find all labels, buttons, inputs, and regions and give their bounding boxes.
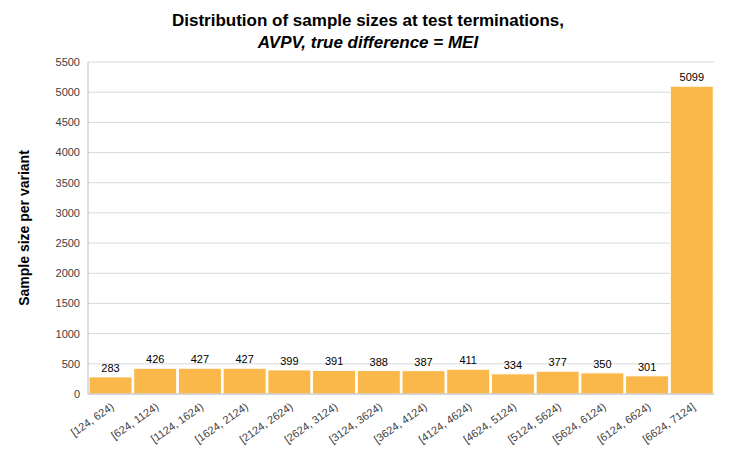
svg-text:0: 0 (74, 388, 80, 400)
svg-text:391: 391 (325, 355, 343, 367)
svg-text:[6624, 7124]: [6624, 7124] (640, 400, 697, 445)
svg-text:3000: 3000 (56, 207, 80, 219)
svg-text:[4624, 5124): [4624, 5124) (460, 400, 519, 446)
svg-text:4000: 4000 (56, 146, 80, 158)
svg-text:334: 334 (504, 359, 522, 371)
svg-text:283: 283 (101, 362, 119, 374)
svg-text:1500: 1500 (56, 297, 80, 309)
svg-text:5500: 5500 (56, 56, 80, 68)
svg-text:387: 387 (414, 356, 432, 368)
svg-text:4500: 4500 (56, 116, 80, 128)
html-text:AVPV, true difference = MEI: AVPV, true difference = MEI (257, 33, 479, 52)
svg-text:2500: 2500 (56, 237, 80, 249)
svg-text:[124, 624): [124, 624) (68, 400, 116, 439)
svg-text:[5624, 6124): [5624, 6124) (550, 400, 608, 446)
svg-text:[6124, 6624): [6124, 6624) (595, 400, 653, 446)
svg-text:411: 411 (459, 354, 477, 366)
svg-text:3500: 3500 (56, 177, 80, 189)
svg-text:301: 301 (638, 361, 656, 373)
svg-text:350: 350 (593, 358, 611, 370)
svg-text:427: 427 (191, 353, 209, 365)
svg-text:[2624, 3124): [2624, 3124) (282, 400, 340, 446)
html-text:Distribution of sample sizes a: Distribution of sample sizes at test ter… (172, 11, 564, 30)
svg-text:1000: 1000 (56, 328, 80, 340)
svg-text:399: 399 (280, 355, 298, 367)
svg-text:[624, 1124): [624, 1124) (108, 400, 161, 442)
svg-text:5000: 5000 (56, 86, 80, 98)
svg-text:388: 388 (370, 356, 388, 368)
svg-text:426: 426 (146, 353, 164, 365)
svg-text:377: 377 (548, 356, 566, 368)
svg-text:[1124, 1624): [1124, 1624) (148, 400, 206, 445)
svg-text:[5124, 5624): [5124, 5624) (505, 400, 564, 446)
svg-text:[4124, 4624): [4124, 4624) (416, 400, 474, 446)
svg-text:2000: 2000 (56, 267, 80, 279)
svg-text:[2124, 2624): [2124, 2624) (237, 400, 295, 446)
svg-text:Sample size per variant: Sample size per variant (16, 150, 32, 306)
svg-text:[3124, 3624): [3124, 3624) (326, 400, 385, 446)
svg-text:427: 427 (235, 353, 253, 365)
svg-text:[3624, 4124): [3624, 4124) (371, 400, 429, 446)
svg-text:5099: 5099 (680, 71, 704, 83)
svg-text:500: 500 (62, 358, 80, 370)
svg-text:[1624, 2124): [1624, 2124) (192, 400, 251, 446)
